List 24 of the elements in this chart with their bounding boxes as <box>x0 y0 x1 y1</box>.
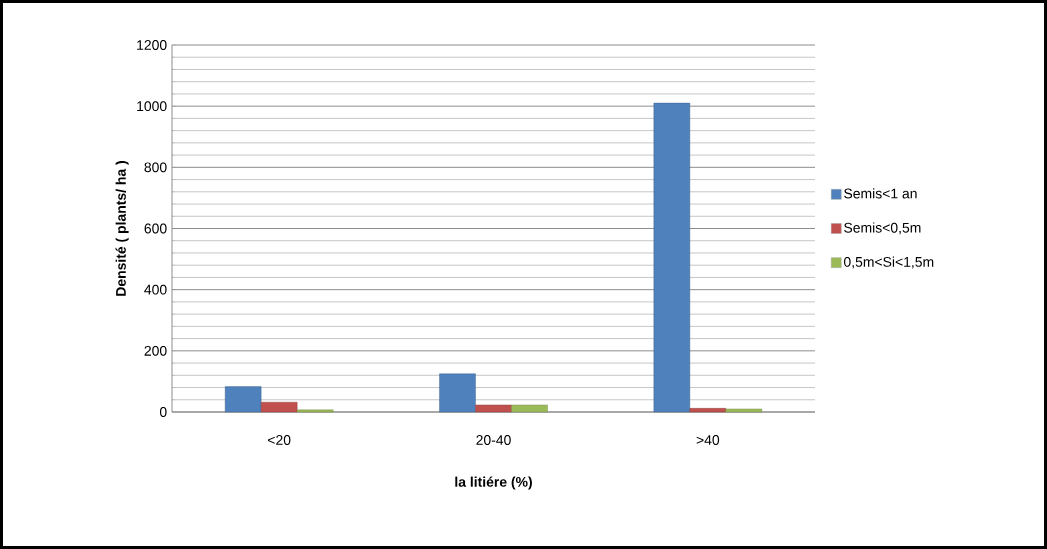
bar <box>260 402 298 413</box>
y-axis-title: Densité ( plants/ ha ) <box>115 160 129 296</box>
bar <box>296 409 334 413</box>
y-tick-label: 800 <box>144 162 167 173</box>
bar <box>653 102 691 413</box>
bar <box>439 373 476 413</box>
bar <box>511 404 548 413</box>
y-tick-label: 600 <box>144 223 167 234</box>
x-tick-label: >40 <box>696 435 720 445</box>
legend-label: Semis<1 an <box>844 188 917 199</box>
x-axis-title: la litiére (%) <box>455 476 532 490</box>
y-tick-label: 200 <box>144 345 167 356</box>
x-tick-label: <20 <box>268 435 291 445</box>
bar <box>689 408 727 413</box>
y-tick-label: 1200 <box>137 40 167 50</box>
y-tick-label: 400 <box>144 284 167 295</box>
legend-label: Semis<0,5m <box>844 222 921 235</box>
y-tick-label: 0 <box>159 407 167 417</box>
y-tick-label: 1000 <box>137 101 167 112</box>
x-tick-label: 20-40 <box>476 435 511 445</box>
bar <box>475 404 512 413</box>
bar <box>224 386 262 413</box>
bar <box>725 408 763 413</box>
legend-label: 0,5m<Si<1,5m <box>844 256 934 269</box>
